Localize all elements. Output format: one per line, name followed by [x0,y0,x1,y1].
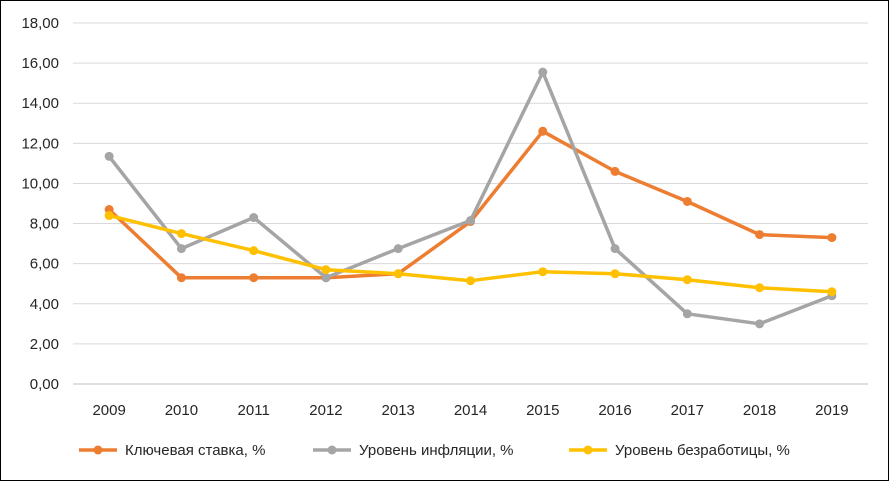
series-3-point [249,246,259,256]
x-tick-label: 2010 [165,402,198,419]
series-layer [104,67,837,329]
series-3-point [610,269,620,279]
series-3-point [466,276,475,286]
y-tick-label: 16,00 [21,55,59,72]
series-2-point [466,216,475,226]
series-2-point [249,213,259,223]
series-1-point [827,233,837,243]
y-axis-ticks: 0,00 2,00 4,00 6,00 8,00 10,00 12,00 14,00 16,00… [21,15,59,393]
legend-label: Уровень инфляции, % [359,442,514,459]
series-2-point [610,244,620,254]
series-1-point [610,166,620,176]
series-2-point [104,151,114,161]
series-2-point [321,273,331,283]
x-tick-label: 2009 [92,402,125,419]
x-tick-label: 2013 [382,402,415,419]
series-2-point [682,309,692,319]
y-tick-label: 6,00 [30,256,59,273]
legend-swatch-marker [93,445,103,455]
series-3-point [682,275,692,285]
legend-swatch-marker [583,445,593,455]
x-axis-ticks: 2009 2010 2011 2012 2013 2014 2015 2016 2017 2018… [92,402,848,419]
series-3-point [755,283,765,293]
x-tick-label: 2016 [598,402,631,419]
series-3-point [104,211,114,221]
x-tick-label: 2018 [743,402,776,419]
x-tick-label: 2017 [671,402,704,419]
series-3-point [393,269,403,279]
series-2-point [755,319,765,329]
series-2-point [176,244,186,254]
series-1-point [755,230,765,240]
series-3-point [538,267,548,277]
series-1-point [682,196,692,206]
y-tick-label: 4,00 [30,296,59,313]
y-tick-label: 12,00 [21,135,59,152]
series-2-point [538,67,548,77]
legend-swatch-marker [327,445,337,455]
x-tick-label: 2015 [526,402,559,419]
x-tick-label: 2014 [454,402,487,419]
y-tick-label: 18,00 [21,15,59,32]
y-tick-label: 2,00 [30,336,59,353]
series-1-point [538,126,548,136]
series-line-1 [107,129,834,280]
x-tick-label: 2011 [238,402,270,419]
series-1-point [249,273,259,283]
series-3-point [321,265,331,275]
gridlines [73,22,868,385]
series-2-point [393,244,403,254]
y-tick-label: 10,00 [21,175,59,192]
x-tick-label: 2012 [309,402,342,419]
series-1-point [176,273,186,283]
series-3-point [827,287,837,297]
y-tick-label: 14,00 [21,95,59,112]
x-tick-label: 2019 [815,402,848,419]
legend-label: Ключевая ставка, % [125,442,265,459]
y-tick-label: 0,00 [30,376,59,393]
legend-label: Уровень безработицы, % [615,442,790,459]
series-line-2 [107,70,834,326]
legend: Ключевая ставка, % Уровень инфляции, % Уро… [79,442,790,459]
y-tick-label: 8,00 [30,216,59,233]
series-3-point [176,229,186,239]
